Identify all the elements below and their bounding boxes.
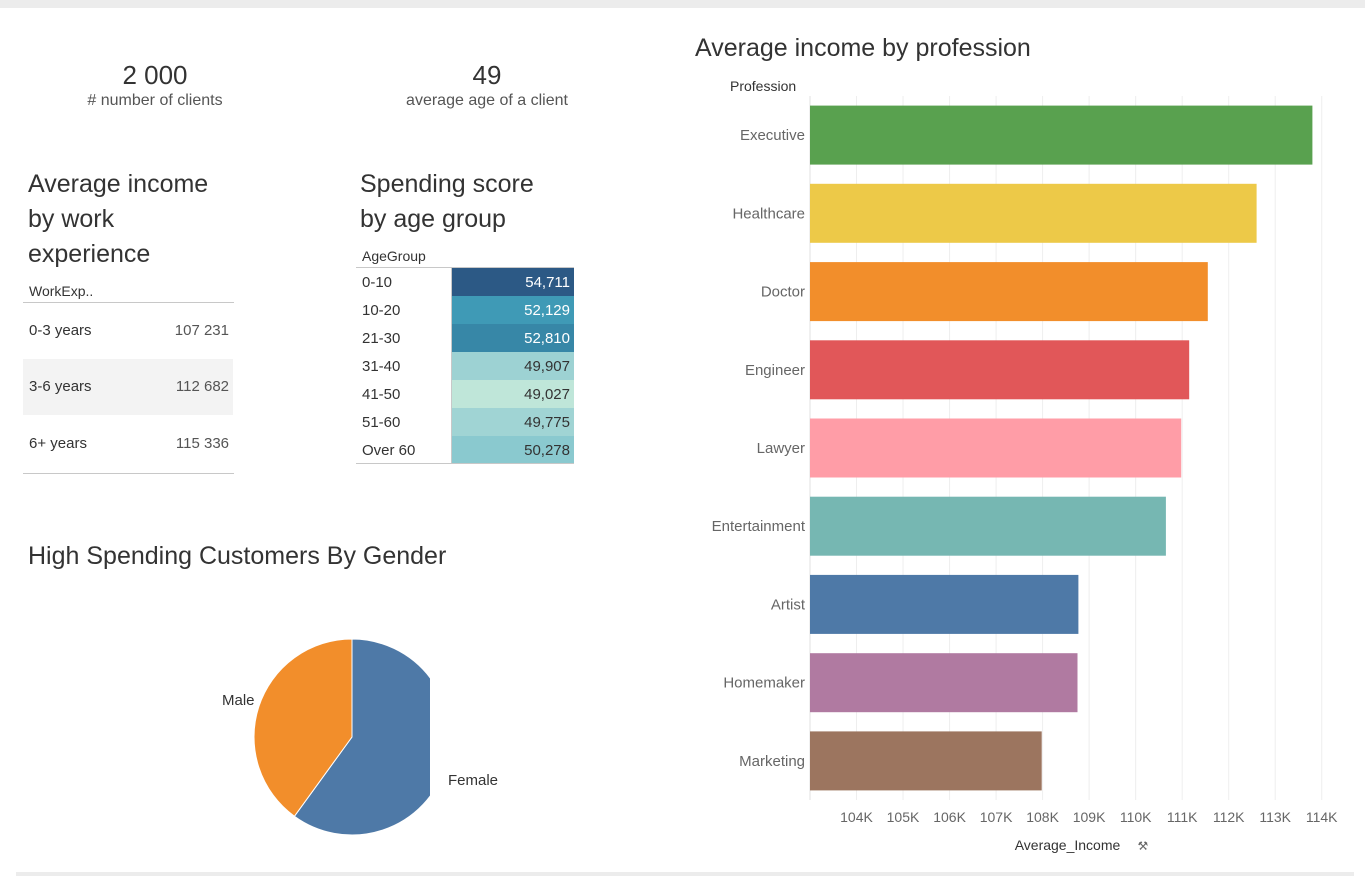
profession-category-label: Engineer	[745, 362, 805, 379]
gender-pie-chart	[253, 638, 430, 836]
spending-bottom-rule	[356, 463, 574, 464]
x-tick-label: 113K	[1259, 809, 1291, 825]
age-group-label: 21-30	[362, 330, 401, 347]
work-experience-value: 107 231	[174, 322, 229, 339]
table-row[interactable]: 3-6 years 112 682	[23, 359, 233, 415]
x-tick-label: 106K	[933, 809, 966, 825]
spending-title: Spending score by age group	[360, 167, 534, 237]
work-experience-label: 3-6 years	[29, 378, 92, 395]
spending-title-line: Spending score	[360, 170, 534, 198]
x-tick-label: 104K	[840, 809, 873, 825]
work-experience-label: 0-3 years	[29, 322, 92, 339]
profession-axis-header[interactable]: Profession	[730, 78, 796, 94]
bar-doctor[interactable]	[810, 262, 1208, 322]
spending-score-value: 52,810	[524, 330, 570, 347]
bar-entertainment[interactable]	[810, 496, 1166, 556]
spending-heat-cell[interactable]: 50,278	[452, 436, 574, 464]
table-row[interactable]: 51-60 49,775	[356, 408, 574, 436]
spending-title-line: by age group	[360, 205, 506, 233]
work-experience-title: Average income by work experience	[28, 167, 208, 272]
bar-executive[interactable]	[810, 105, 1313, 165]
work-experience-title-line: by work	[28, 205, 115, 233]
age-group-label: 51-60	[362, 414, 401, 431]
x-tick-label: 107K	[980, 809, 1013, 825]
spending-heat-cell[interactable]: 54,711	[452, 268, 574, 296]
pie-slice-female[interactable]	[293, 638, 430, 836]
table-row[interactable]: 0-10 54,711	[356, 268, 574, 296]
spending-header[interactable]: AgeGroup	[362, 248, 426, 264]
age-group-label: 10-20	[362, 302, 401, 319]
profession-category-label: Lawyer	[757, 440, 805, 457]
x-tick-label: 112K	[1213, 809, 1245, 825]
x-tick-label: 105K	[887, 809, 920, 825]
table-row[interactable]: 31-40 49,907	[356, 352, 574, 380]
spending-score-value: 50,278	[524, 442, 570, 459]
bar-artist[interactable]	[810, 574, 1079, 634]
profession-category-label: Executive	[740, 127, 805, 144]
spending-score-value: 49,775	[524, 414, 570, 431]
x-tick-label: 110K	[1120, 809, 1152, 825]
table-row[interactable]: 10-20 52,129	[356, 296, 574, 324]
work-experience-title-line: experience	[28, 240, 151, 268]
kpi-age-label: average age of a client	[406, 92, 568, 109]
age-group-label: 41-50	[362, 386, 401, 403]
spending-heat-cell[interactable]: 49,907	[452, 352, 574, 380]
pin-icon[interactable]: ⚒	[1138, 839, 1149, 853]
profession-category-label: Doctor	[761, 284, 805, 301]
dashboard-top-border	[0, 0, 1365, 8]
spending-heat-cell[interactable]: 52,810	[452, 324, 574, 352]
age-group-label: 31-40	[362, 358, 401, 375]
work-experience-label: 6+ years	[29, 435, 87, 452]
kpi-clients: 2 000 # number of clients	[35, 60, 275, 112]
profession-category-label: Marketing	[739, 753, 805, 770]
gender-title: High Spending Customers By Gender	[28, 542, 447, 570]
spending-score-value: 49,907	[524, 358, 570, 375]
work-experience-header[interactable]: WorkExp..	[29, 283, 94, 299]
profession-category-label: Entertainment	[712, 518, 806, 535]
bar-engineer[interactable]	[810, 340, 1190, 400]
age-group-label: Over 60	[362, 442, 416, 459]
kpi-age: 49 average age of a client	[367, 60, 607, 112]
kpi-age-value: 49	[472, 60, 502, 90]
x-tick-label: 111K	[1167, 809, 1198, 825]
dashboard-bottom-border	[16, 872, 1354, 876]
bar-marketing[interactable]	[810, 731, 1042, 791]
kpi-clients-value: 2 000	[122, 60, 188, 90]
work-experience-header-rule	[23, 302, 234, 303]
bar-healthcare[interactable]	[810, 183, 1257, 243]
x-tick-label: 108K	[1026, 809, 1059, 825]
profession-title: Average income by profession	[695, 34, 1031, 62]
bar-homemaker[interactable]	[810, 653, 1078, 713]
table-row[interactable]: 21-30 52,810	[356, 324, 574, 352]
kpi-clients-label: # number of clients	[87, 92, 223, 109]
table-row[interactable]: 41-50 49,027	[356, 380, 574, 408]
spending-heat-cell[interactable]: 49,775	[452, 408, 574, 436]
spending-heat-cell[interactable]: 49,027	[452, 380, 574, 408]
profession-category-label: Homemaker	[723, 675, 805, 692]
profession-category-label: Artist	[771, 596, 806, 613]
table-row[interactable]: Over 60 50,278	[356, 436, 574, 464]
spending-heat-cell[interactable]: 52,129	[452, 296, 574, 324]
spending-column-rule	[451, 267, 452, 463]
profession-bar-chart: Profession Executive Healthcare Doctor Engin…	[712, 78, 1339, 853]
bar-lawyer[interactable]	[810, 418, 1182, 478]
spending-score-value: 54,711	[525, 274, 570, 291]
x-axis-title[interactable]: Average_Income	[1015, 837, 1121, 853]
work-experience-value: 112 682	[175, 378, 229, 395]
table-row[interactable]: 0-3 years 107 231	[23, 303, 233, 359]
pie-slice-male[interactable]	[253, 638, 353, 817]
table-row[interactable]: 6+ years 115 336	[23, 416, 233, 472]
work-experience-value: 115 336	[175, 435, 229, 452]
x-tick-label: 109K	[1073, 809, 1106, 825]
work-experience-bottom-rule	[23, 473, 234, 474]
spending-score-value: 49,027	[524, 386, 570, 403]
pie-label-male: Male	[222, 692, 255, 709]
age-group-label: 0-10	[362, 274, 393, 291]
x-tick-label: 114K	[1306, 809, 1338, 825]
profession-category-label: Healthcare	[732, 205, 805, 222]
pie-label-female: Female	[448, 772, 499, 789]
spending-score-value: 52,129	[524, 302, 570, 319]
work-experience-title-line: Average income	[28, 170, 209, 198]
spending-header-rule	[356, 267, 574, 268]
